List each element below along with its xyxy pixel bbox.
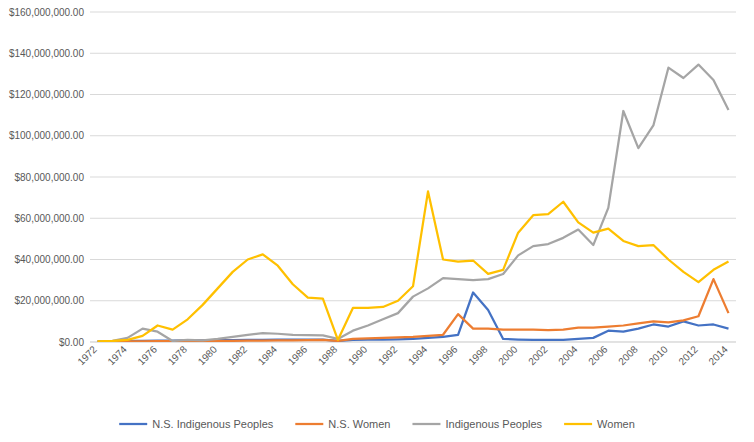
x-tick-label: 1988 — [316, 343, 340, 367]
grid — [90, 12, 736, 342]
legend-swatch — [119, 423, 147, 425]
grid-line — [90, 12, 736, 13]
legend-label: Women — [597, 418, 635, 430]
grid-line — [90, 218, 736, 219]
series-line — [98, 65, 729, 342]
grid-line — [90, 53, 736, 54]
x-tick-label: 1996 — [436, 343, 460, 367]
legend-swatch — [295, 423, 323, 425]
x-tick-label: 1984 — [256, 343, 280, 367]
legend: N.S. Indigenous Peoples N.S. Women Indigen… — [119, 418, 635, 430]
x-tick-label: 2000 — [496, 343, 520, 367]
series-line — [98, 279, 729, 342]
x-tick-label: 1990 — [346, 343, 370, 367]
x-tick-label: 1972 — [75, 343, 99, 367]
x-tick-label: 1998 — [466, 343, 490, 367]
series-line — [98, 191, 729, 341]
legend-swatch — [564, 423, 592, 425]
series-lines — [98, 65, 729, 342]
y-tick-label: $100,000,000.00 — [9, 130, 85, 141]
y-tick-label: $140,000,000.00 — [9, 48, 85, 59]
y-tick-label: $120,000,000.00 — [9, 89, 85, 100]
x-tick-label: 2010 — [646, 343, 670, 367]
legend-label: N.S. Women — [328, 418, 390, 430]
x-tick-label: 2012 — [676, 343, 700, 367]
legend-label: Indigenous Peoples — [445, 418, 542, 430]
x-tick-label: 1986 — [286, 343, 310, 367]
x-tick-label: 1978 — [166, 343, 190, 367]
y-tick-label: $40,000,000.00 — [14, 254, 84, 265]
y-tick-label: $0.00 — [59, 337, 84, 348]
x-tick-label: 1980 — [196, 343, 220, 367]
x-tick-label: 1974 — [105, 343, 129, 367]
x-tick-label: 2006 — [586, 343, 610, 367]
chart: $0.00 $20,000,000.00 $40,000,000.00 $60,000… — [0, 0, 754, 442]
series-line — [98, 293, 729, 342]
x-tick-label: 2008 — [616, 343, 640, 367]
y-tick-label: $80,000,000.00 — [14, 172, 84, 183]
legend-swatch — [412, 423, 440, 425]
grid-line — [90, 177, 736, 178]
x-tick-label: 1994 — [406, 343, 430, 367]
y-tick-label: $60,000,000.00 — [14, 213, 84, 224]
grid-line — [90, 300, 736, 301]
grid-line — [90, 135, 736, 136]
grid-line — [90, 259, 736, 260]
x-tick-label: 2014 — [706, 343, 730, 367]
legend-label: N.S. Indigenous Peoples — [152, 418, 274, 430]
x-tick-label: 1976 — [136, 343, 160, 367]
x-tick-label: 1992 — [376, 343, 400, 367]
y-tick-label: $20,000,000.00 — [14, 295, 84, 306]
x-tick-label: 2002 — [526, 343, 550, 367]
grid-line — [90, 94, 736, 95]
x-tick-label: 2004 — [556, 343, 580, 367]
y-tick-label: $160,000,000.00 — [9, 7, 85, 18]
x-tick-label: 1982 — [226, 343, 250, 367]
